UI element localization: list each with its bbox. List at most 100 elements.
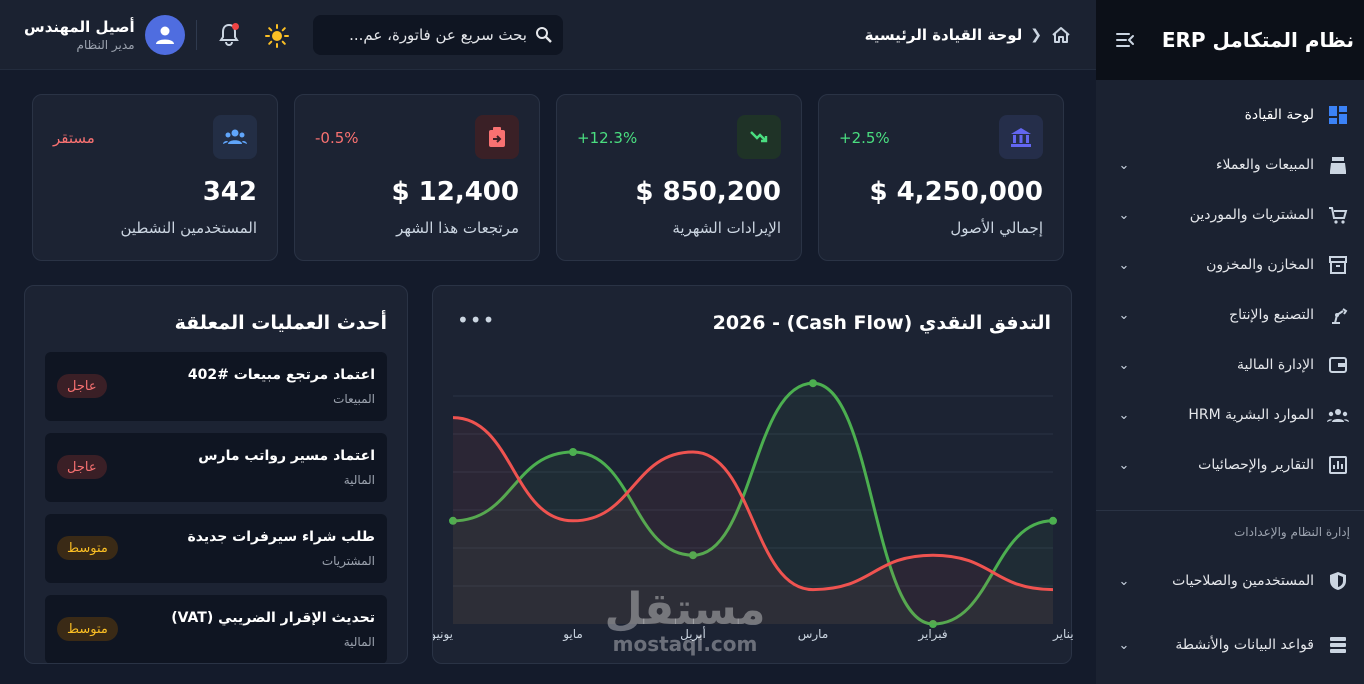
watermark: مستقل mostaql.com (600, 588, 770, 657)
x-tick-label: مايو (562, 627, 583, 642)
clipboard-return-icon (475, 115, 519, 159)
sidebar-item-label: الموارد البشرية HRM (1188, 407, 1314, 423)
task-department: المبيعات (333, 392, 375, 406)
watermark-latin: mostaql.com (612, 632, 758, 656)
kpi-card-active-users: مستقر 342 المستخدمين النشطين (32, 94, 278, 261)
x-tick-label: مارس (798, 627, 829, 642)
task-department: المشتريات (321, 554, 375, 568)
priority-badge: عاجل (57, 374, 107, 398)
cash-flow-chart: يناير فبراير مارس أبريل مايو يونيو (433, 379, 1073, 642)
sidebar-menu: لوحة القيادة المبيعات والعملاء ⌄ المشتري… (1096, 80, 1364, 677)
sidebar-section-label: إدارة النظام والإعدادات (1233, 525, 1350, 539)
user-profile[interactable]: أصيل المهندس مدير النظام (24, 15, 185, 55)
data-point[interactable] (689, 551, 697, 560)
task-item[interactable]: طلب شراء سيرفرات جديدة المشتريات متوسط (45, 514, 387, 583)
app-title: نظام المتكامل ERP (1161, 28, 1354, 52)
task-item[interactable]: اعتماد مسير رواتب مارس المالية عاجل (45, 433, 387, 502)
page-title: لوحة القيادة الرئيسية (864, 26, 1023, 44)
kpi-change: 12.3%+ (577, 129, 638, 147)
task-item[interactable]: اعتماد مرتجع مبيعات #402 المبيعات عاجل (45, 352, 387, 421)
series-line (452, 416, 1054, 592)
sidebar-item-sales[interactable]: المبيعات والعملاء ⌄ (1096, 140, 1364, 190)
task-department: المالية (343, 635, 375, 649)
sidebar-item-users-permissions[interactable]: المستخدمين والصلاحيات ⌄ (1096, 549, 1364, 613)
sidebar-item-label: المبيعات والعملاء (1215, 157, 1314, 173)
sidebar-item-hrm[interactable]: الموارد البشرية HRM ⌄ (1096, 390, 1364, 440)
data-point[interactable] (1049, 516, 1057, 525)
data-point[interactable] (569, 448, 577, 456)
sidebar-item-dashboard[interactable]: لوحة القيادة (1096, 90, 1364, 140)
sidebar-item-inventory[interactable]: المخازن والمخزون ⌄ (1096, 240, 1364, 290)
x-tick-label: يونيو (433, 627, 453, 642)
search-input[interactable] (323, 26, 527, 44)
sidebar-item-finance[interactable]: الإدارة المالية ⌄ (1096, 340, 1364, 390)
pending-tasks-panel: أحدث العمليات المعلقة اعتماد مرتجع مبيعا… (24, 285, 408, 664)
robot-arm-icon (1326, 303, 1350, 327)
archive-icon (1326, 253, 1350, 277)
more-options-icon[interactable]: ••• (457, 308, 496, 332)
chevron-down-icon: ⌄ (1118, 157, 1130, 173)
cash-flow-chart-panel: يناير فبراير مارس أبريل مايو يونيو التدفق الن… (432, 285, 1073, 664)
avatar[interactable] (144, 15, 185, 55)
sidebar-item-label: المستخدمين والصلاحيات (1172, 573, 1314, 589)
user-name: أصيل المهندس (24, 18, 135, 36)
sidebar-item-databases[interactable]: قواعد البيانات والأنشطة ⌄ (1096, 613, 1364, 677)
sun-icon[interactable] (265, 24, 289, 48)
sidebar-item-manufacturing[interactable]: التصنيع والإنتاج ⌄ (1096, 290, 1364, 340)
kpi-value: $ 12,400 (391, 177, 519, 207)
series-area (453, 383, 1053, 624)
search-box (313, 15, 563, 55)
kpi-value: 342 (202, 177, 257, 207)
chevron-down-icon: ⌄ (1118, 637, 1130, 653)
data-point[interactable] (449, 516, 457, 525)
kpi-value: $ 850,200 (635, 177, 781, 207)
cash-register-icon (1326, 153, 1350, 177)
sidebar-item-label: التصنيع والإنتاج (1229, 307, 1314, 323)
sidebar: نظام المتكامل ERP لوحة القيادة المبيعات … (1096, 0, 1364, 684)
report-icon (1326, 453, 1350, 477)
priority-badge: متوسط (57, 617, 118, 641)
wallet-icon (1326, 353, 1350, 377)
sidebar-header: نظام المتكامل ERP (1096, 0, 1364, 80)
kpi-label: المستخدمين النشطين (120, 219, 257, 237)
chevron-down-icon: ⌄ (1118, 207, 1130, 223)
collapse-sidebar-icon[interactable] (1114, 29, 1136, 51)
data-point[interactable] (809, 379, 817, 388)
sidebar-item-purchases[interactable]: المشتريات والموردين ⌄ (1096, 190, 1364, 240)
sidebar-item-label: الإدارة المالية (1236, 357, 1314, 373)
task-title: اعتماد مرتجع مبيعات #402 (187, 367, 375, 383)
sidebar-item-label: التقارير والإحصائيات (1198, 457, 1314, 473)
task-department: المالية (343, 473, 375, 487)
kpi-change: 0.5%- (315, 129, 359, 147)
kpi-label: الإيرادات الشهرية (672, 219, 781, 237)
chevron-down-icon: ⌄ (1118, 407, 1130, 423)
database-icon (1326, 633, 1350, 657)
kpi-change: مستقر (53, 129, 95, 147)
divider (196, 20, 197, 50)
data-point[interactable] (929, 620, 937, 628)
kpi-card-total-assets: 2.5%+ $ 4,250,000 إجمالي الأصول (818, 94, 1064, 261)
user-role: مدير النظام (76, 38, 135, 52)
search-icon[interactable] (535, 26, 553, 44)
chevron-down-icon: ⌄ (1118, 257, 1130, 273)
chevron-down-icon: ⌄ (1118, 357, 1130, 373)
chevron-down-icon: ⌄ (1118, 457, 1130, 473)
chevron-down-icon: ⌄ (1118, 573, 1130, 589)
bell-icon[interactable] (216, 22, 240, 48)
sidebar-item-label: المخازن والمخزون (1206, 257, 1314, 273)
notification-dot (232, 23, 239, 30)
sidebar-item-reports[interactable]: التقارير والإحصائيات ⌄ (1096, 440, 1364, 490)
sidebar-item-label: المشتريات والموردين (1189, 207, 1314, 223)
task-item[interactable]: تحديث الإقرار الضريبي (VAT) المالية متوس… (45, 595, 387, 663)
home-icon[interactable] (1050, 24, 1072, 46)
task-list: اعتماد مرتجع مبيعات #402 المبيعات عاجل ا… (45, 352, 387, 663)
task-title: اعتماد مسير رواتب مارس (198, 448, 375, 464)
task-title: تحديث الإقرار الضريبي (VAT) (171, 610, 375, 626)
chevron-left-icon: ❮ (1030, 27, 1042, 43)
chevron-down-icon: ⌄ (1118, 307, 1130, 323)
x-tick-label: يناير (1052, 627, 1073, 642)
shield-icon (1326, 569, 1350, 593)
people-icon (1326, 403, 1350, 427)
breadcrumb: ❮ لوحة القيادة الرئيسية (865, 24, 1072, 46)
